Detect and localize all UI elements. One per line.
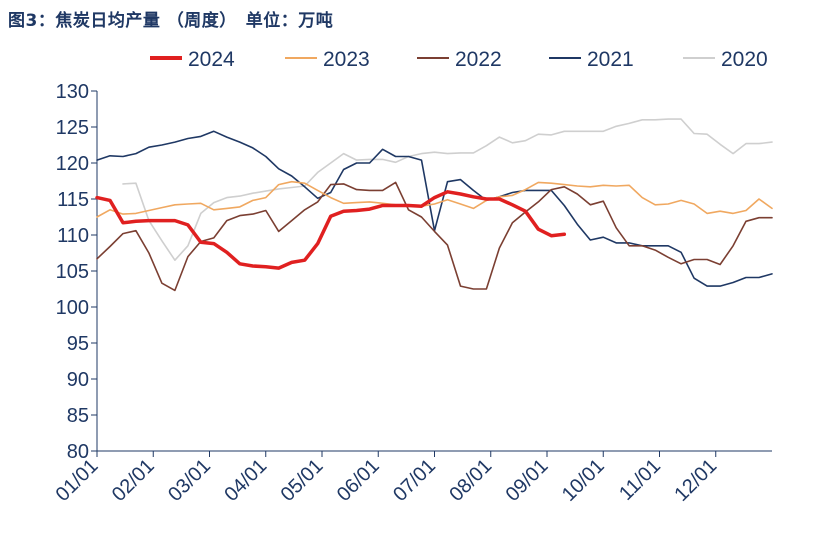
x-tick-label: 10/01 bbox=[558, 455, 609, 506]
x-tick-label: 11/01 bbox=[615, 455, 665, 505]
chart-title: 图3：焦炭日均产量 （周度） 单位：万吨 bbox=[8, 11, 334, 31]
y-tick-label: 115 bbox=[57, 189, 89, 211]
y-tick-label: 90 bbox=[67, 369, 89, 391]
y-tick-label: 100 bbox=[56, 297, 89, 319]
plot-lines bbox=[95, 118, 773, 292]
series-line-2021 bbox=[96, 130, 773, 287]
x-tick-label: 08/01 bbox=[445, 455, 496, 506]
x-axis: 01/01 02/01 03/01 04/01 05/01 06/01 07/01 08/01… bbox=[52, 450, 772, 506]
series-line-2020 bbox=[122, 118, 773, 261]
y-tick-label: 80 bbox=[67, 441, 89, 463]
y-tick-label: 120 bbox=[56, 153, 89, 175]
x-tick-label: 12/01 bbox=[670, 455, 721, 506]
y-tick-label: 85 bbox=[67, 405, 89, 427]
y-tick-label: 130 bbox=[56, 81, 89, 103]
y-tick-label: 95 bbox=[67, 333, 89, 355]
legend-label-2024: 2024 bbox=[188, 48, 235, 71]
x-tick-label: 07/01 bbox=[389, 455, 440, 506]
series-line-2022 bbox=[96, 181, 773, 292]
x-tick-label: 03/01 bbox=[164, 455, 215, 506]
x-tick-label: 09/01 bbox=[502, 455, 553, 506]
y-axis: 80 85 90 95 100 105 110 115 120 125 130 bbox=[56, 81, 98, 463]
x-tick-label: 02/01 bbox=[108, 455, 159, 506]
y-tick-label: 125 bbox=[56, 117, 89, 139]
legend-label-2020: 2020 bbox=[721, 48, 768, 71]
legend-label-2023: 2023 bbox=[323, 48, 370, 71]
y-tick-label: 110 bbox=[57, 225, 89, 247]
x-tick-label: 05/01 bbox=[277, 455, 328, 506]
x-tick-label: 06/01 bbox=[333, 455, 384, 506]
legend: 2024 2023 2022 2021 2020 bbox=[150, 48, 768, 71]
legend-label-2022: 2022 bbox=[455, 48, 502, 71]
x-tick-label: 04/01 bbox=[220, 455, 271, 506]
legend-label-2021: 2021 bbox=[587, 48, 634, 71]
series-line-2023 bbox=[96, 180, 773, 218]
y-tick-label: 105 bbox=[56, 261, 89, 283]
series-line-2024 bbox=[95, 190, 567, 270]
